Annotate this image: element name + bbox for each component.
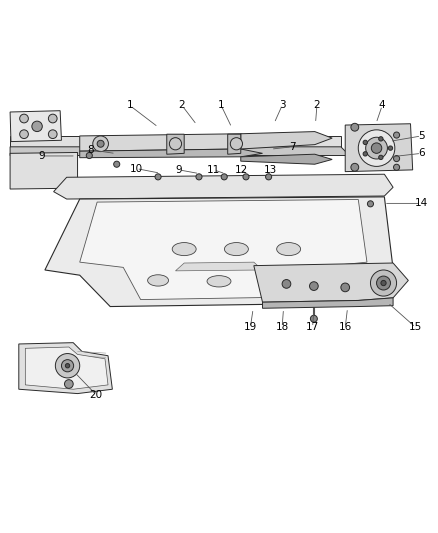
Polygon shape — [80, 149, 262, 158]
Circle shape — [381, 280, 386, 286]
Ellipse shape — [277, 243, 300, 256]
Text: 12: 12 — [235, 165, 248, 175]
Polygon shape — [45, 197, 393, 306]
Ellipse shape — [172, 243, 196, 256]
Polygon shape — [53, 174, 393, 199]
Circle shape — [155, 174, 161, 180]
Text: 14: 14 — [415, 198, 428, 208]
Circle shape — [64, 379, 73, 389]
Circle shape — [230, 138, 243, 150]
Circle shape — [351, 163, 359, 171]
Circle shape — [170, 138, 182, 150]
Circle shape — [196, 174, 202, 180]
Ellipse shape — [207, 276, 231, 287]
Ellipse shape — [224, 243, 248, 256]
Polygon shape — [167, 134, 184, 154]
Polygon shape — [19, 343, 113, 393]
Circle shape — [377, 276, 391, 290]
Circle shape — [310, 282, 318, 290]
Polygon shape — [254, 263, 408, 302]
Polygon shape — [25, 347, 108, 389]
Circle shape — [61, 360, 74, 372]
Polygon shape — [262, 298, 393, 308]
Polygon shape — [80, 134, 262, 151]
Text: 17: 17 — [306, 322, 319, 333]
Text: 13: 13 — [264, 165, 277, 175]
Text: 3: 3 — [279, 100, 286, 110]
Polygon shape — [80, 199, 367, 300]
Text: 20: 20 — [90, 390, 103, 400]
Circle shape — [371, 270, 396, 296]
Circle shape — [389, 146, 392, 150]
Circle shape — [393, 156, 399, 161]
Circle shape — [20, 114, 28, 123]
Circle shape — [366, 137, 388, 159]
Text: 1: 1 — [218, 100, 225, 110]
Polygon shape — [10, 147, 350, 156]
Circle shape — [358, 130, 395, 166]
Text: 16: 16 — [339, 322, 352, 333]
Circle shape — [311, 315, 318, 322]
Text: 19: 19 — [244, 322, 257, 333]
Text: 2: 2 — [179, 100, 185, 110]
Circle shape — [282, 279, 291, 288]
Text: 4: 4 — [379, 100, 385, 110]
Text: 2: 2 — [314, 100, 320, 110]
Text: 8: 8 — [87, 145, 94, 155]
Circle shape — [393, 132, 399, 138]
Circle shape — [243, 174, 249, 180]
Ellipse shape — [269, 275, 290, 286]
Circle shape — [265, 174, 272, 180]
Circle shape — [393, 164, 399, 171]
Text: 9: 9 — [176, 165, 182, 175]
Ellipse shape — [148, 275, 169, 286]
Circle shape — [221, 174, 227, 180]
Text: 18: 18 — [276, 322, 289, 333]
Circle shape — [367, 201, 374, 207]
Polygon shape — [10, 111, 61, 142]
Polygon shape — [241, 154, 332, 164]
Polygon shape — [10, 136, 341, 147]
Polygon shape — [345, 124, 413, 172]
Circle shape — [48, 114, 57, 123]
Circle shape — [379, 136, 383, 141]
Text: 1: 1 — [127, 100, 133, 110]
Circle shape — [20, 130, 28, 139]
Circle shape — [32, 121, 42, 132]
Text: 11: 11 — [207, 165, 220, 175]
Circle shape — [379, 155, 383, 159]
Circle shape — [351, 123, 359, 131]
Polygon shape — [228, 134, 241, 154]
Circle shape — [55, 353, 80, 378]
Circle shape — [48, 130, 57, 139]
Polygon shape — [241, 132, 332, 149]
Text: 10: 10 — [130, 164, 143, 174]
Text: 6: 6 — [418, 148, 425, 158]
Circle shape — [341, 283, 350, 292]
Circle shape — [371, 143, 382, 154]
Circle shape — [65, 364, 70, 368]
Text: 9: 9 — [38, 151, 45, 161]
Circle shape — [114, 161, 120, 167]
Text: 7: 7 — [289, 142, 295, 152]
Polygon shape — [176, 262, 262, 271]
Circle shape — [363, 140, 367, 144]
Circle shape — [93, 136, 109, 151]
Circle shape — [97, 140, 104, 147]
Circle shape — [363, 152, 367, 156]
Text: 5: 5 — [418, 131, 425, 141]
Text: 15: 15 — [409, 322, 422, 333]
Polygon shape — [10, 152, 78, 189]
Circle shape — [86, 152, 92, 158]
